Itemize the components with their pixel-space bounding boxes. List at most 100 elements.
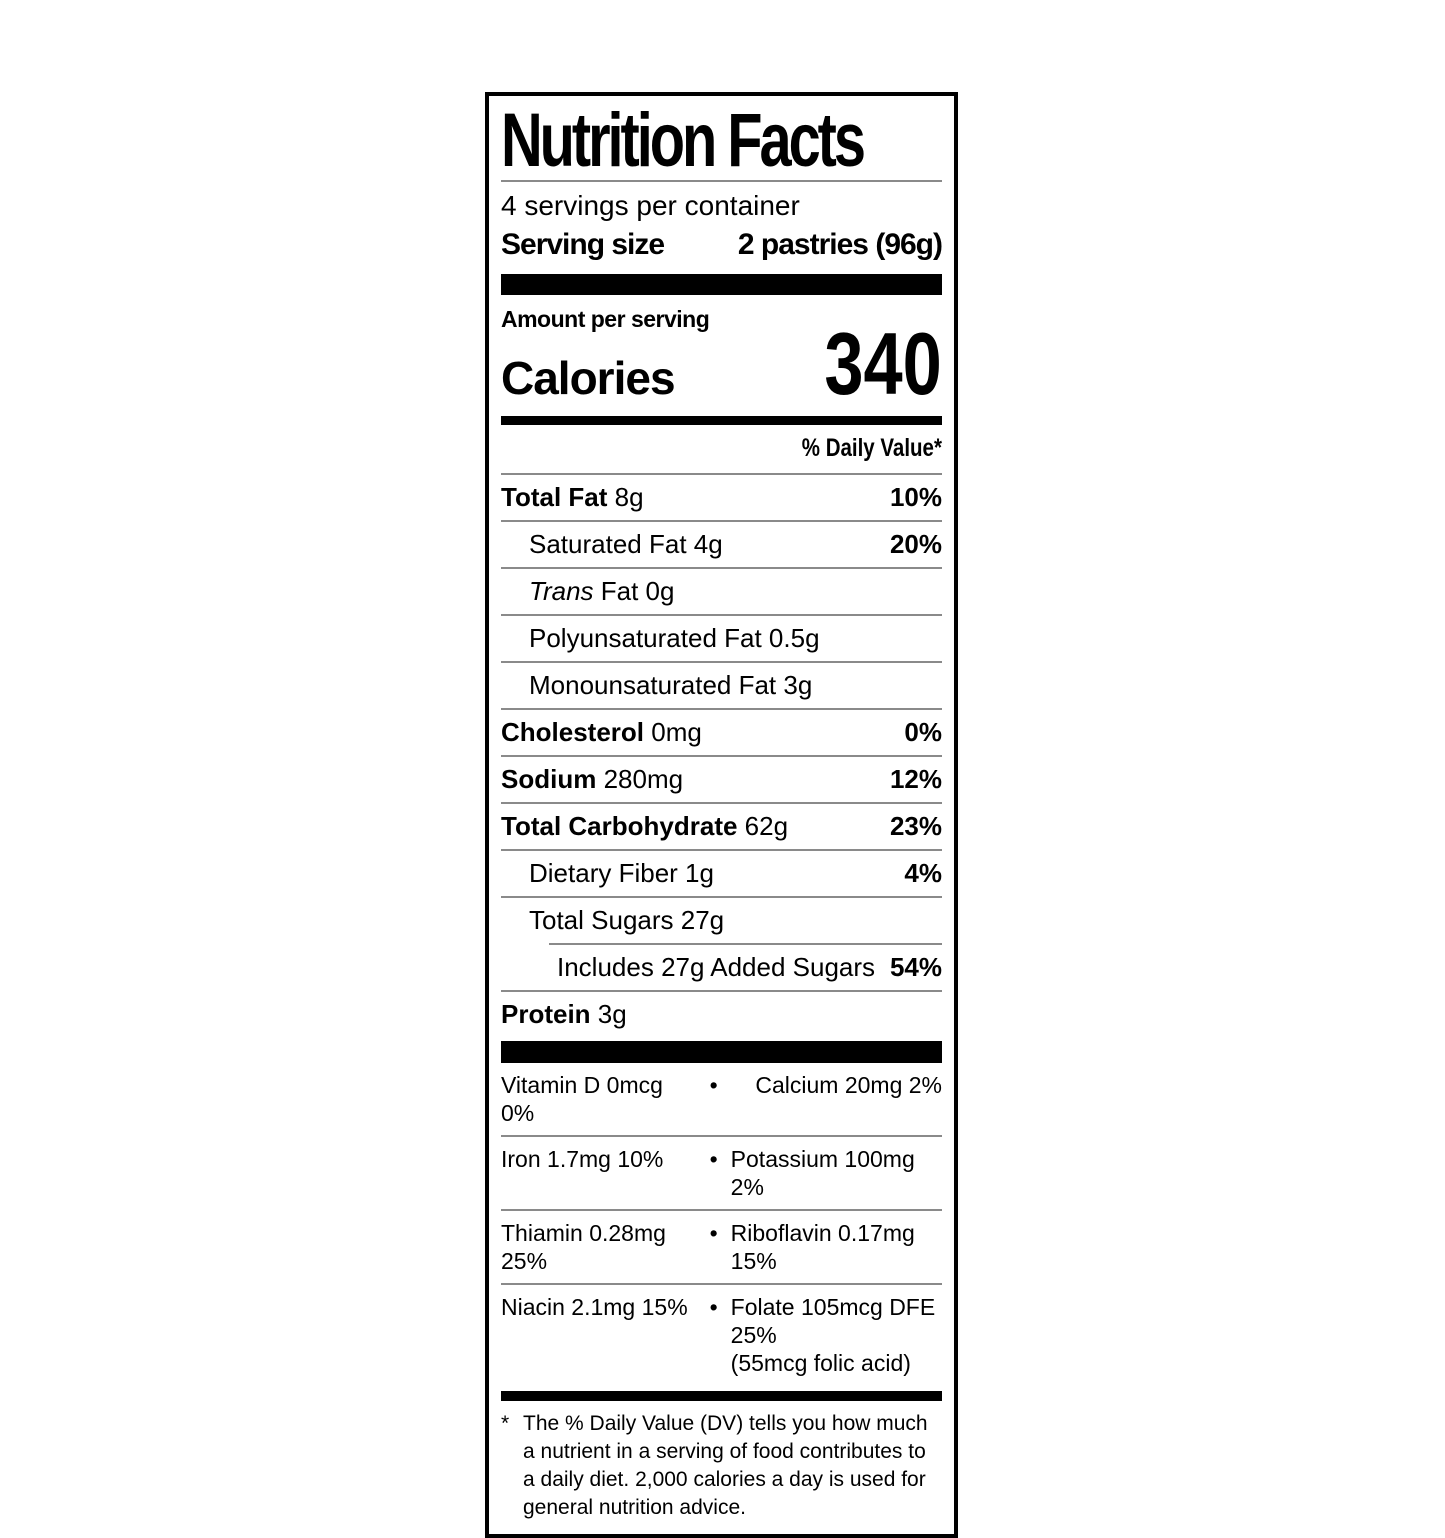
nutrient-daily-value: 23% xyxy=(889,811,942,841)
nutrient-row: Protein 3g xyxy=(501,992,942,1037)
nutrient-name-amount: Dietary Fiber 1g xyxy=(529,858,714,888)
nutrient-row: Trans Fat 0g xyxy=(501,569,942,614)
daily-value-header: % Daily Value* xyxy=(801,434,942,462)
nutrition-facts-title: Nutrition Facts xyxy=(501,98,866,183)
nutrient-rows: Total Fat 8g 10% Saturated Fat 4g 20% Trans … xyxy=(501,473,942,1037)
nutrient-name: Total Fat xyxy=(501,482,608,512)
row-divider xyxy=(501,1283,942,1285)
nutrient-name: Protein xyxy=(501,999,591,1029)
nutrient-name-amount: Total Carbohydrate 62g xyxy=(501,811,789,841)
bullet-separator: • xyxy=(709,1220,718,1246)
nutrient-name: Total Sugars xyxy=(529,905,674,935)
servings-per-container: 4 servings per container xyxy=(501,190,800,221)
nutrient-name: Includes 27g Added Sugars xyxy=(557,952,876,982)
footnote-asterisk: * xyxy=(501,1412,510,1435)
serving-size-value: 2 pastries (96g) xyxy=(737,228,943,261)
vitamin-right-text: Folate 105mcg DFE 25% (55mcg folic acid) xyxy=(730,1294,936,1376)
nutrient-daily-value: 0% xyxy=(904,717,942,747)
nutrient-daily-value: 10% xyxy=(889,482,942,512)
vitamin-left: Iron 1.7mg 10% xyxy=(501,1146,664,1172)
vitamin-row: Niacin 2.1mg 15% • Folate 105mcg DFE 25% (5… xyxy=(501,1285,942,1385)
page-background: Nutrition Facts 4 servings per container… xyxy=(485,92,958,1538)
vitamin-right: Folate 105mcg DFE 25% (55mcg folic acid) xyxy=(731,1293,942,1377)
nutrient-name-amount: Saturated Fat 4g xyxy=(529,529,723,559)
vitamin-right: Potassium 100mg 2% xyxy=(731,1145,942,1201)
row-divider xyxy=(501,708,942,710)
nutrient-name-amount: Total Fat 8g xyxy=(501,482,644,512)
vitamin-right-text: Calcium 20mg 2% xyxy=(755,1072,942,1098)
nutrient-name: Monounsaturated Fat xyxy=(529,670,777,700)
vitamin-right: Riboflavin 0.17mg 15% xyxy=(731,1219,942,1275)
nutrition-facts-label: Nutrition Facts 4 servings per container… xyxy=(485,92,958,1538)
row-divider xyxy=(501,849,942,851)
vitamin-right-text: Potassium 100mg 2% xyxy=(730,1146,915,1200)
nutrient-row: Sodium 280mg 12% xyxy=(501,757,942,802)
nutrient-name: Trans xyxy=(529,576,594,606)
vitamin-right-text: Riboflavin 0.17mg 15% xyxy=(730,1220,915,1274)
medium-divider-bar-footnote xyxy=(501,1391,942,1401)
nutrient-name: Polyunsaturated Fat xyxy=(529,623,762,653)
calories-value: 340 xyxy=(824,314,942,413)
nutrient-name-amount: Protein 3g xyxy=(501,999,627,1029)
nutrient-name-amount: Total Sugars 27g xyxy=(529,905,725,935)
footnote-text: The % Daily Value (DV) tells you how muc… xyxy=(523,1412,928,1519)
serving-size-row: Serving size 2 pastries (96g) xyxy=(501,225,943,265)
serving-size-label: Serving size xyxy=(501,228,665,261)
calories-row: Calories 340 xyxy=(501,314,942,413)
vitamin-right: Calcium 20mg 2% xyxy=(731,1071,942,1099)
row-divider xyxy=(501,755,942,757)
nutrient-row: Dietary Fiber 1g 4% xyxy=(501,851,942,896)
nutrient-name-amount: Cholesterol 0mg xyxy=(501,717,702,747)
nutrient-row: Includes 27g Added Sugars 54% xyxy=(501,945,942,990)
calories-label: Calories xyxy=(501,352,676,404)
nutrient-name: Total Carbohydrate xyxy=(501,811,738,841)
nutrient-name-amount: Includes 27g Added Sugars xyxy=(557,954,875,981)
row-divider xyxy=(501,567,942,569)
nutrient-name-amount: Polyunsaturated Fat 0.5g xyxy=(529,623,820,653)
nutrient-name: Sodium xyxy=(501,764,597,794)
row-divider xyxy=(501,661,942,663)
nutrient-daily-value: 20% xyxy=(889,529,942,559)
row-divider xyxy=(501,990,942,992)
bullet-separator: • xyxy=(709,1146,718,1172)
row-divider xyxy=(501,473,942,475)
row-divider xyxy=(501,520,942,522)
nutrient-daily-value: 12% xyxy=(889,764,942,794)
footnote: * The % Daily Value (DV) tells you how m… xyxy=(501,1401,942,1522)
row-divider xyxy=(501,1135,942,1137)
nutrient-row: Polyunsaturated Fat 0.5g xyxy=(501,616,942,661)
bullet-separator: • xyxy=(709,1294,718,1320)
nutrient-row: Total Fat 8g 10% xyxy=(501,475,942,520)
row-divider xyxy=(501,1209,942,1211)
amount-per-serving-label: Amount per serving xyxy=(501,306,710,332)
nutrient-row: Total Sugars 27g xyxy=(501,898,942,943)
bullet-separator: • xyxy=(709,1072,718,1098)
nutrient-daily-value: 54% xyxy=(889,952,942,982)
nutrient-name-amount: Monounsaturated Fat 3g xyxy=(529,670,813,700)
nutrient-name: Saturated Fat xyxy=(529,529,687,559)
vitamin-row: Iron 1.7mg 10% • Potassium 100mg 2% xyxy=(501,1137,942,1209)
nutrient-name: Dietary Fiber xyxy=(529,858,678,888)
nutrient-row: Monounsaturated Fat 3g xyxy=(501,663,942,708)
nutrition-facts-title-wrap: Nutrition Facts xyxy=(501,98,942,183)
nutrient-row: Cholesterol 0mg 0% xyxy=(501,710,942,755)
row-divider xyxy=(501,802,942,804)
daily-value-header-row: % Daily Value* xyxy=(501,425,942,473)
thick-divider-bar-top xyxy=(501,274,942,295)
vitamin-rows: Vitamin D 0mcg 0% • Calcium 20mg 2% Iron 1.… xyxy=(501,1063,942,1385)
nutrient-row: Saturated Fat 4g 20% xyxy=(501,522,942,567)
row-divider xyxy=(501,896,942,898)
nutrient-daily-value: 4% xyxy=(904,858,942,888)
vitamin-row: Thiamin 0.28mg 25% • Riboflavin 0.17mg 15% xyxy=(501,1211,942,1283)
vitamin-row: Vitamin D 0mcg 0% • Calcium 20mg 2% xyxy=(501,1063,942,1135)
nutrient-row: Total Carbohydrate 62g 23% xyxy=(501,804,942,849)
row-divider xyxy=(549,943,942,945)
title-divider xyxy=(501,180,942,182)
medium-divider-bar-calories xyxy=(501,416,942,425)
nutrient-name-amount: Trans Fat 0g xyxy=(529,576,675,606)
vitamin-left: Thiamin 0.28mg 25% xyxy=(501,1220,666,1274)
vitamin-left: Vitamin D 0mcg 0% xyxy=(501,1072,663,1126)
thick-divider-bar-protein xyxy=(501,1041,942,1063)
nutrient-name-amount: Sodium 280mg xyxy=(501,764,684,794)
vitamin-left: Niacin 2.1mg 15% xyxy=(501,1294,688,1320)
